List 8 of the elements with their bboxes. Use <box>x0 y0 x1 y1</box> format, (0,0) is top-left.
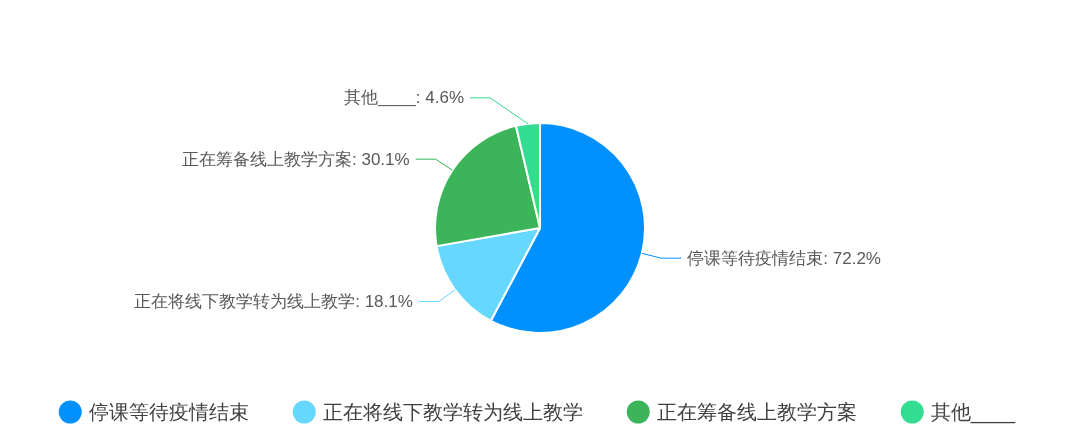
legend-label: 正在将线下教学转为线上教学 <box>322 401 583 423</box>
legend-label: 其他____ <box>930 401 1017 424</box>
data-label: 其他____: 4.6% <box>343 88 464 108</box>
legend-label: 停课等待疫情结束 <box>88 401 249 423</box>
legend-label: 正在筹备线上教学方案 <box>656 401 857 423</box>
data-label: 正在将线下教学转为线上教学: 18.1% <box>134 291 413 311</box>
data-label: 停课等待疫情结束: 72.2% <box>687 248 881 268</box>
data-label: 正在筹备线上教学方案: 30.1% <box>182 149 410 169</box>
